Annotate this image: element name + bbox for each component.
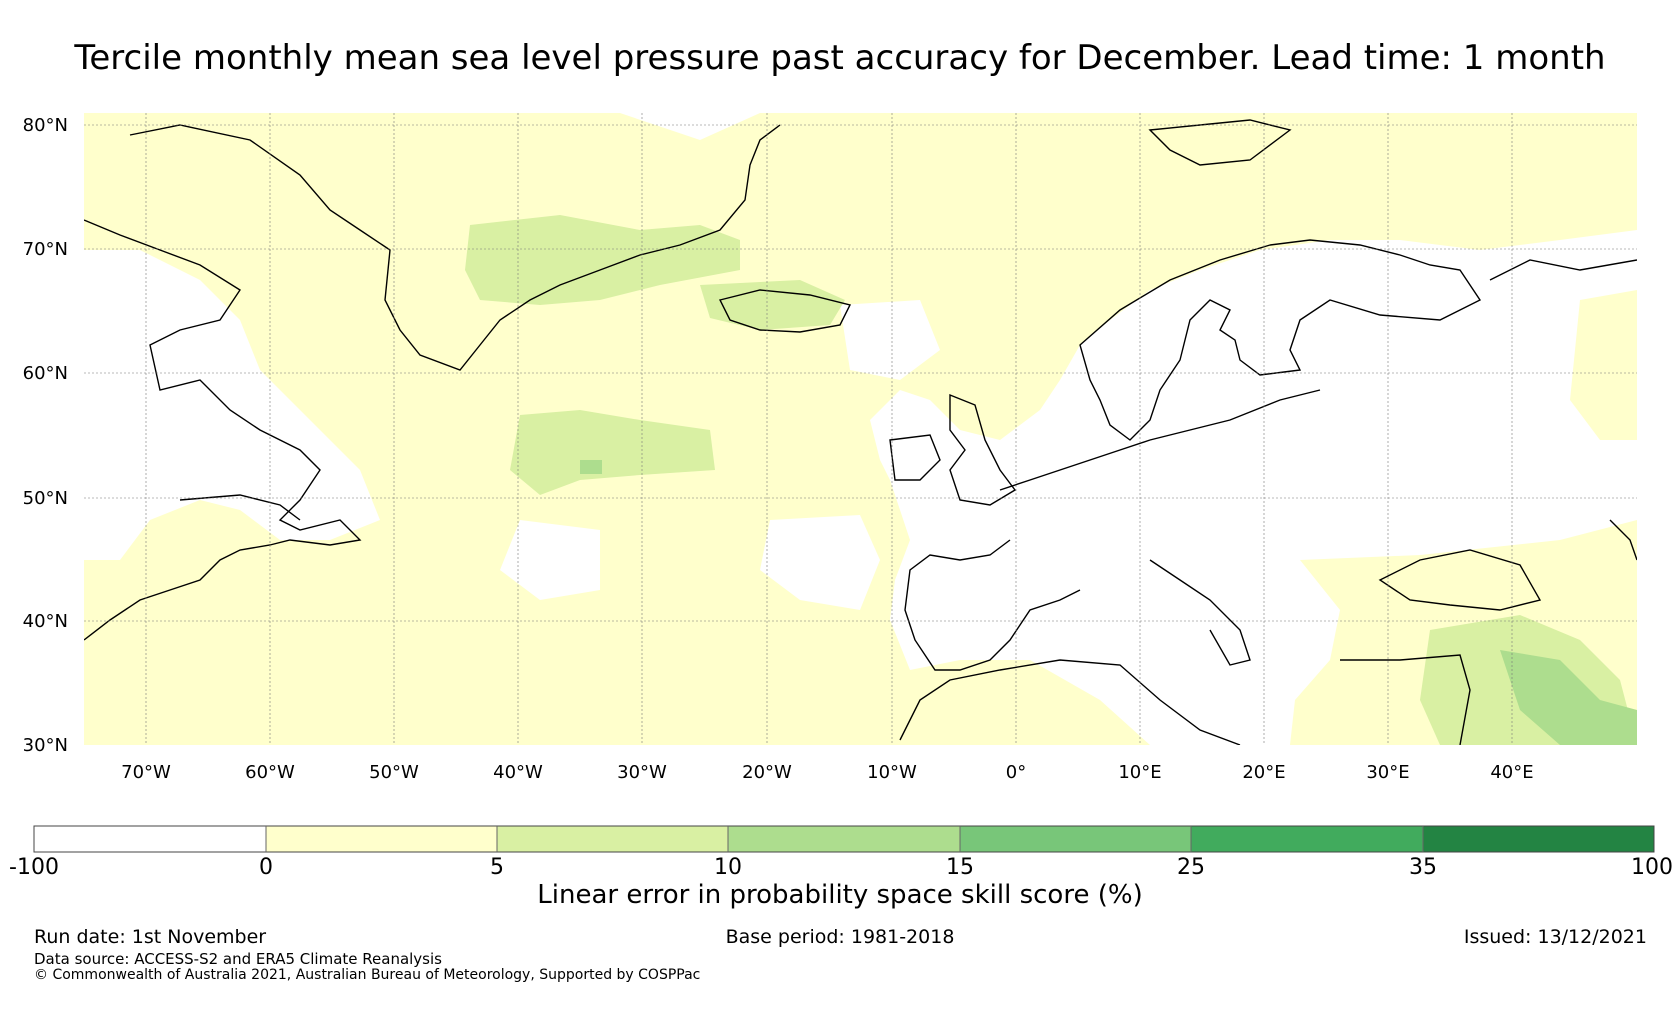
base-period: Base period: 1981-2018	[725, 926, 955, 948]
skill-region-0-5	[1570, 290, 1637, 440]
colorbar-tick-label: 15	[946, 855, 974, 880]
coastlines	[84, 119, 1637, 745]
lat-label: 50°N	[23, 488, 68, 509]
map-title: Tercile monthly mean sea level pressure …	[74, 38, 1606, 78]
coastline-iberia	[904, 539, 1081, 671]
coastline-italy	[1149, 559, 1251, 666]
coastline-canada-islands	[179, 494, 301, 521]
lon-label: 30°E	[1366, 762, 1409, 783]
coastline-caspian	[1609, 519, 1637, 561]
run-date: Run date: 1st November	[34, 926, 267, 948]
colorbar-segment	[1191, 826, 1423, 852]
lon-label: 40°E	[1490, 762, 1533, 783]
issued-date: Issued: 13/12/2021	[1463, 926, 1647, 948]
lon-label: 10°W	[867, 762, 917, 783]
colorbar-border	[33, 825, 1655, 853]
skill-region-negative	[84, 250, 380, 560]
lon-label: 70°W	[121, 762, 171, 783]
lat-labels: 80°N 70°N 60°N 50°N 40°N 30°N	[23, 115, 68, 756]
colorbar: -100 0 5 10 15 25 35 100	[9, 825, 1673, 880]
lon-labels: 70°W 60°W 50°W 40°W 30°W 20°W 10°W 0° 10…	[121, 762, 1533, 783]
lat-label: 40°N	[23, 611, 68, 632]
colorbar-title: Linear error in probability space skill …	[537, 880, 1143, 910]
skill-region-10-15	[1500, 650, 1637, 745]
lon-label: 40°W	[493, 762, 543, 783]
data-source: Data source: ACCESS-S2 and ERA5 Climate …	[34, 950, 442, 968]
lat-label: 60°N	[23, 363, 68, 384]
coastline-greenland	[129, 124, 781, 371]
coastline-scandinavia	[1079, 239, 1482, 441]
colorbar-tick-label: 100	[1631, 855, 1673, 880]
lat-label: 30°N	[23, 735, 68, 756]
coastline-russia	[1489, 259, 1637, 281]
coastline-canada	[84, 219, 362, 641]
coastline-europe	[999, 389, 1321, 491]
gridlines	[84, 113, 1637, 745]
lon-label: 10°E	[1118, 762, 1161, 783]
copyright: © Commonwealth of Australia 2021, Austra…	[34, 967, 701, 983]
coastline-iceland	[718, 289, 852, 333]
colorbar-segment	[34, 826, 266, 852]
lon-label: 50°W	[369, 762, 419, 783]
coastline-svalbard	[1148, 119, 1292, 166]
coastline-africa	[899, 659, 1241, 745]
skill-region-negative	[500, 520, 600, 600]
lon-label: 20°W	[742, 762, 792, 783]
lon-label: 20°E	[1242, 762, 1285, 783]
lon-label: 0°	[1006, 762, 1026, 783]
colorbar-segment	[1423, 826, 1654, 852]
skill-region-negative	[840, 300, 940, 380]
skill-fields	[84, 113, 1637, 745]
skill-region-5-10	[465, 215, 740, 305]
colorbar-tick-label: 5	[490, 855, 504, 880]
skill-region-negative	[760, 515, 880, 610]
colorbar-segment	[728, 826, 960, 852]
skill-region-10-15	[580, 460, 602, 474]
colorbar-tick-label: 10	[714, 855, 742, 880]
colorbar-segment	[266, 826, 497, 852]
colorbar-segment	[960, 826, 1191, 852]
coastline-britain	[949, 393, 1017, 506]
lon-label: 30°W	[617, 762, 667, 783]
skill-region-5-10	[700, 280, 845, 330]
coastline-black-sea	[1378, 549, 1542, 611]
colorbar-segment	[497, 826, 728, 852]
coastline-ireland	[889, 434, 941, 481]
lon-label: 60°W	[245, 762, 295, 783]
colorbar-tick-label: 35	[1409, 855, 1437, 880]
coastline-levant	[1340, 654, 1471, 745]
colorbar-tick-label: -100	[9, 855, 59, 880]
map-area	[84, 113, 1637, 745]
skill-region-5-10	[510, 410, 715, 495]
lat-label: 70°N	[23, 239, 68, 260]
colorbar-tick-label: 0	[259, 855, 273, 880]
colorbar-tick-label: 25	[1177, 855, 1205, 880]
lat-label: 80°N	[23, 115, 68, 136]
